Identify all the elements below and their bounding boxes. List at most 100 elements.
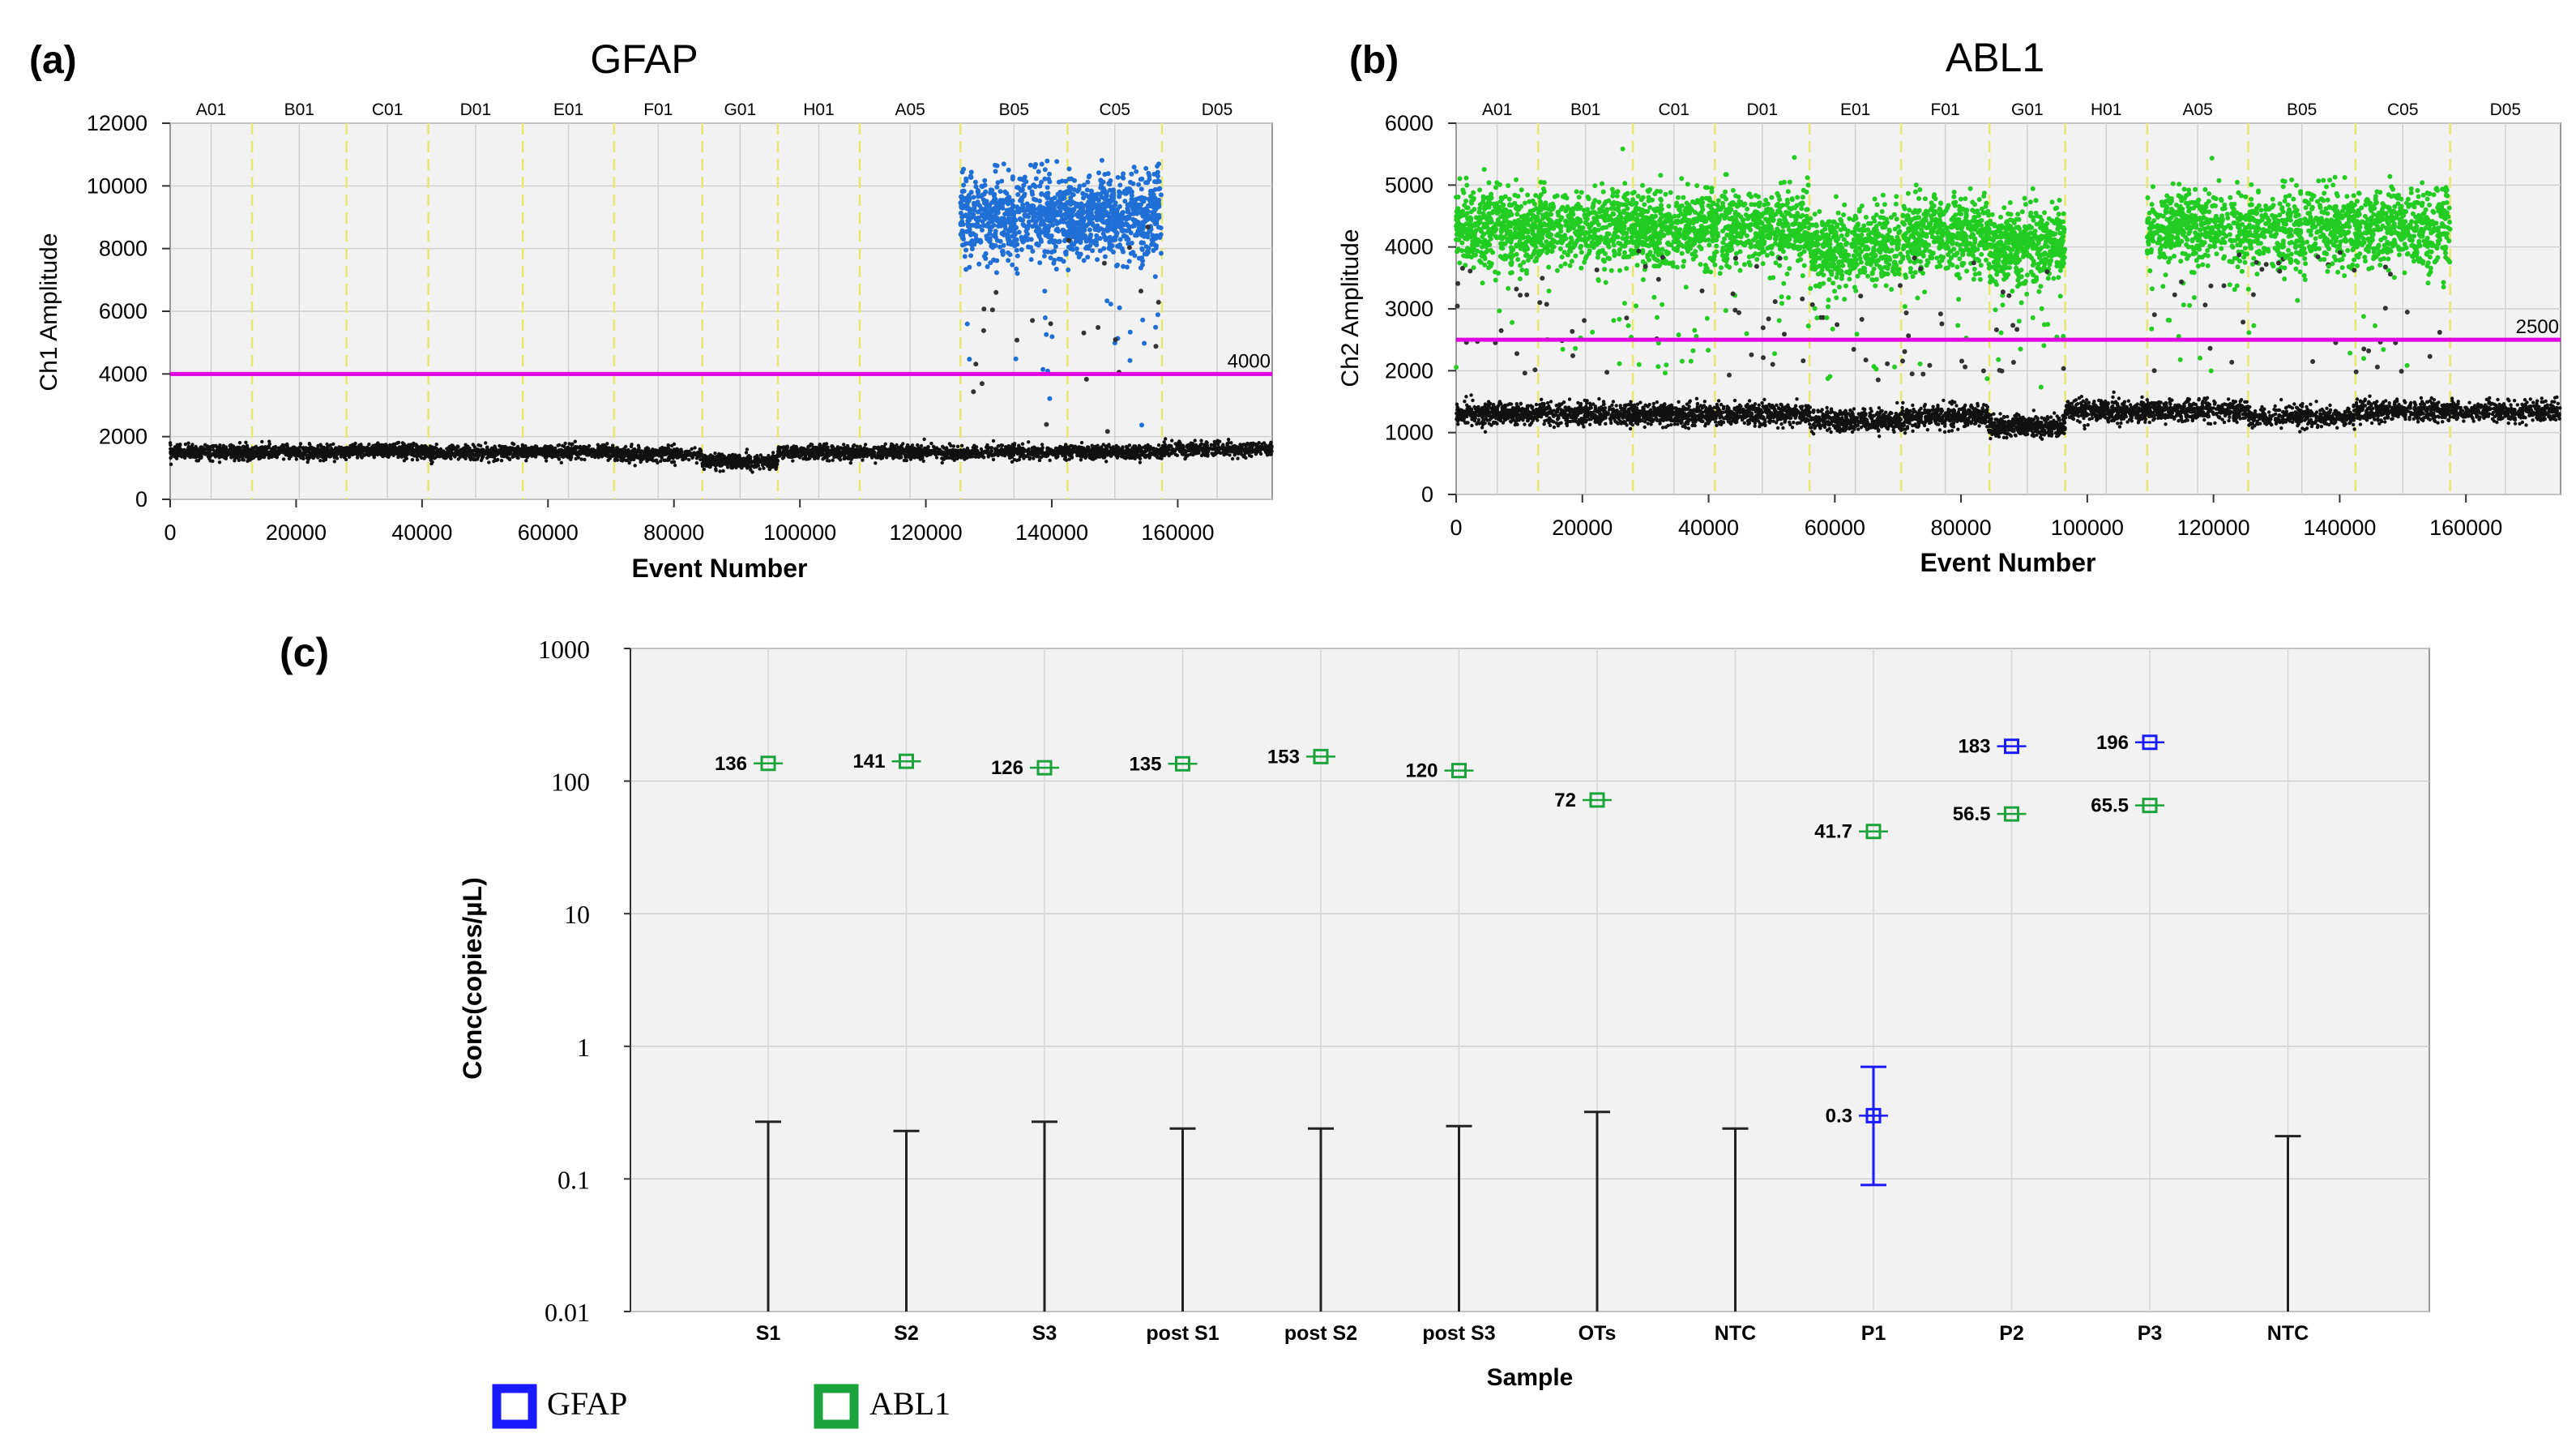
a-positive-droplet: [1044, 201, 1050, 207]
a-negative-droplet: [761, 456, 765, 460]
panel-a-gridlines: [170, 122, 1272, 500]
a-positive-droplet: [972, 208, 977, 213]
a-negative-droplet: [579, 449, 584, 453]
a-positive-droplet: [1008, 225, 1014, 230]
a-negative-droplet: [370, 451, 375, 456]
a-positive-droplet: [1019, 247, 1024, 252]
a-negative-droplet: [557, 452, 562, 457]
a-negative-droplet: [339, 455, 344, 459]
a-negative-droplet: [205, 444, 210, 448]
a-negative-droplet: [193, 452, 198, 456]
a-negative-droplet: [493, 454, 497, 458]
a-positive-droplet: [1014, 237, 1019, 242]
a-rain-droplet: [1015, 337, 1019, 343]
a-negative-droplet: [845, 443, 850, 448]
a-rain-droplet: [980, 327, 986, 333]
a-positive-droplet: [1048, 238, 1053, 244]
a-positive-droplet: [1063, 251, 1069, 257]
a-positive-droplet: [1002, 189, 1008, 195]
a-positive-droplet: [1039, 238, 1044, 244]
a-negative-droplet: [862, 451, 867, 455]
a-negative-droplet: [644, 456, 649, 460]
a-negative-droplet: [267, 439, 271, 443]
a-positive-droplet: [986, 208, 992, 214]
a-negative-droplet: [775, 458, 780, 462]
a-negative-droplet: [973, 451, 977, 456]
a-negative-droplet: [944, 449, 948, 454]
a-negative-droplet: [666, 443, 670, 447]
a-negative-droplet: [870, 454, 875, 459]
a-positive-droplet: [1044, 212, 1049, 218]
a-negative-droplet: [287, 450, 292, 454]
a-negative-droplet: [445, 447, 449, 451]
a-negative-droplet: [447, 455, 452, 459]
a-negative-droplet: [246, 459, 250, 464]
panel-a-xlabel: Event Number: [632, 554, 808, 583]
a-negative-droplet: [220, 452, 224, 456]
a-negative-droplet: [231, 453, 235, 458]
a-negative-droplet: [1012, 443, 1017, 447]
a-negative-droplet: [250, 456, 254, 460]
a-rain-droplet: [1047, 396, 1053, 401]
a-negative-droplet: [522, 445, 526, 450]
a-positive-droplet: [960, 236, 966, 241]
a-negative-droplet: [604, 446, 608, 451]
a-negative-droplet: [702, 459, 707, 464]
a-negative-droplet: [649, 453, 653, 458]
a-positive-droplet: [1039, 208, 1044, 214]
a-negative-droplet: [991, 457, 996, 462]
a-negative-droplet: [382, 447, 386, 451]
a-negative-droplet: [407, 443, 411, 447]
a-rain-droplet: [981, 306, 987, 312]
a-negative-droplet: [651, 447, 656, 452]
a-negative-droplet: [573, 445, 578, 449]
a-negative-droplet: [506, 451, 510, 456]
a-positive-droplet: [1026, 237, 1032, 242]
a-positive-droplet: [979, 183, 985, 189]
a-positive-droplet: [1028, 257, 1034, 263]
a-negative-droplet: [1032, 456, 1036, 460]
a-negative-droplet: [922, 437, 926, 442]
a-negative-droplet: [499, 459, 504, 463]
a-negative-droplet: [931, 444, 936, 449]
a-negative-droplet: [183, 442, 188, 447]
a-negative-droplet: [827, 459, 831, 463]
a-negative-droplet: [327, 455, 332, 459]
a-positive-droplet: [1033, 176, 1039, 182]
a-positive-droplet: [1044, 185, 1050, 190]
a-positive-droplet: [968, 253, 974, 259]
a-positive-droplet: [1061, 259, 1066, 264]
a-negative-droplet: [1053, 446, 1058, 451]
a-negative-droplet: [294, 457, 298, 461]
a-negative-droplet: [1032, 445, 1036, 449]
a-negative-droplet: [602, 443, 606, 447]
a-negative-droplet: [678, 451, 682, 456]
a-positive-droplet: [1019, 196, 1024, 201]
a-positive-droplet: [972, 242, 977, 247]
a-negative-droplet: [182, 447, 186, 452]
a-negative-droplet: [831, 448, 835, 452]
a-negative-droplet: [260, 439, 264, 444]
a-negative-droplet: [630, 443, 634, 447]
a-negative-droplet: [415, 458, 420, 462]
a-negative-droplet: [244, 440, 248, 444]
a-positive-droplet: [1044, 158, 1050, 164]
a-negative-droplet: [465, 453, 470, 457]
a-negative-droplet: [911, 452, 915, 456]
a-rain-droplet: [973, 362, 979, 367]
a-negative-droplet: [230, 444, 235, 448]
a-positive-droplet: [1032, 164, 1037, 169]
a-positive-droplet: [994, 208, 1000, 214]
a-positive-droplet: [959, 242, 965, 248]
a-negative-droplet: [169, 462, 173, 466]
a-negative-droplet: [180, 454, 184, 458]
a-negative-droplet: [511, 447, 516, 451]
a-negative-droplet: [533, 455, 538, 459]
a-positive-droplet: [1021, 238, 1027, 244]
a-negative-droplet: [951, 444, 956, 448]
a-rain-droplet: [1008, 240, 1014, 246]
a-positive-droplet: [1062, 212, 1067, 217]
a-negative-droplet: [963, 457, 967, 461]
a-negative-droplet: [991, 439, 996, 443]
a-positive-droplet: [982, 178, 988, 183]
